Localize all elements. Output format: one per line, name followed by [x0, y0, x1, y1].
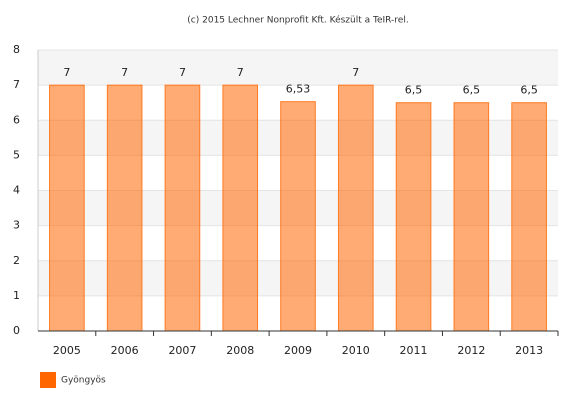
value-label: 7	[179, 66, 186, 79]
x-tick-label: 2012	[457, 344, 485, 357]
y-tick-label: 2	[13, 254, 20, 267]
legend-label: Gyöngyös	[61, 376, 106, 386]
y-tick-label: 5	[13, 148, 20, 161]
legend-swatch	[40, 372, 56, 388]
y-tick-label: 0	[13, 324, 20, 337]
bar	[164, 84, 201, 332]
y-tick-label: 8	[13, 43, 20, 56]
plot-band	[38, 50, 558, 86]
y-tick-label: 4	[13, 184, 20, 197]
x-tick-label: 2010	[342, 344, 370, 357]
y-tick-label: 1	[13, 289, 20, 302]
x-tick-label: 2008	[226, 344, 254, 357]
x-tick-label: 2013	[515, 344, 543, 357]
x-tick-label: 2005	[53, 344, 81, 357]
value-label: 6,5	[520, 84, 538, 97]
bar	[453, 102, 490, 332]
y-tick-label: 7	[13, 78, 20, 91]
x-tick-label: 2006	[111, 344, 139, 357]
value-label: 7	[121, 66, 128, 79]
x-tick-label: 2007	[168, 344, 196, 357]
bar	[106, 84, 143, 332]
value-label: 7	[237, 66, 244, 79]
value-label: 6,53	[286, 83, 311, 96]
y-tick-label: 3	[13, 219, 20, 232]
bar	[337, 84, 374, 332]
bar	[222, 84, 259, 332]
bar	[280, 101, 316, 332]
value-label: 7	[63, 66, 70, 79]
value-label: 6,5	[463, 84, 481, 97]
chart-title: (c) 2015 Lechner Nonprofit Kft. Készült …	[187, 15, 408, 26]
bar	[49, 84, 85, 332]
x-tick-label: 2009	[284, 344, 312, 357]
value-label: 7	[352, 66, 359, 79]
value-label: 6,5	[405, 84, 423, 97]
bar	[511, 102, 547, 332]
y-tick-label: 6	[13, 113, 20, 126]
bar	[395, 102, 432, 332]
x-tick-label: 2011	[400, 344, 428, 357]
